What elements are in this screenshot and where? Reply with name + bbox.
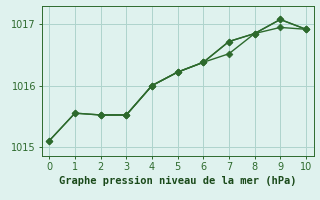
X-axis label: Graphe pression niveau de la mer (hPa): Graphe pression niveau de la mer (hPa) <box>59 176 296 186</box>
